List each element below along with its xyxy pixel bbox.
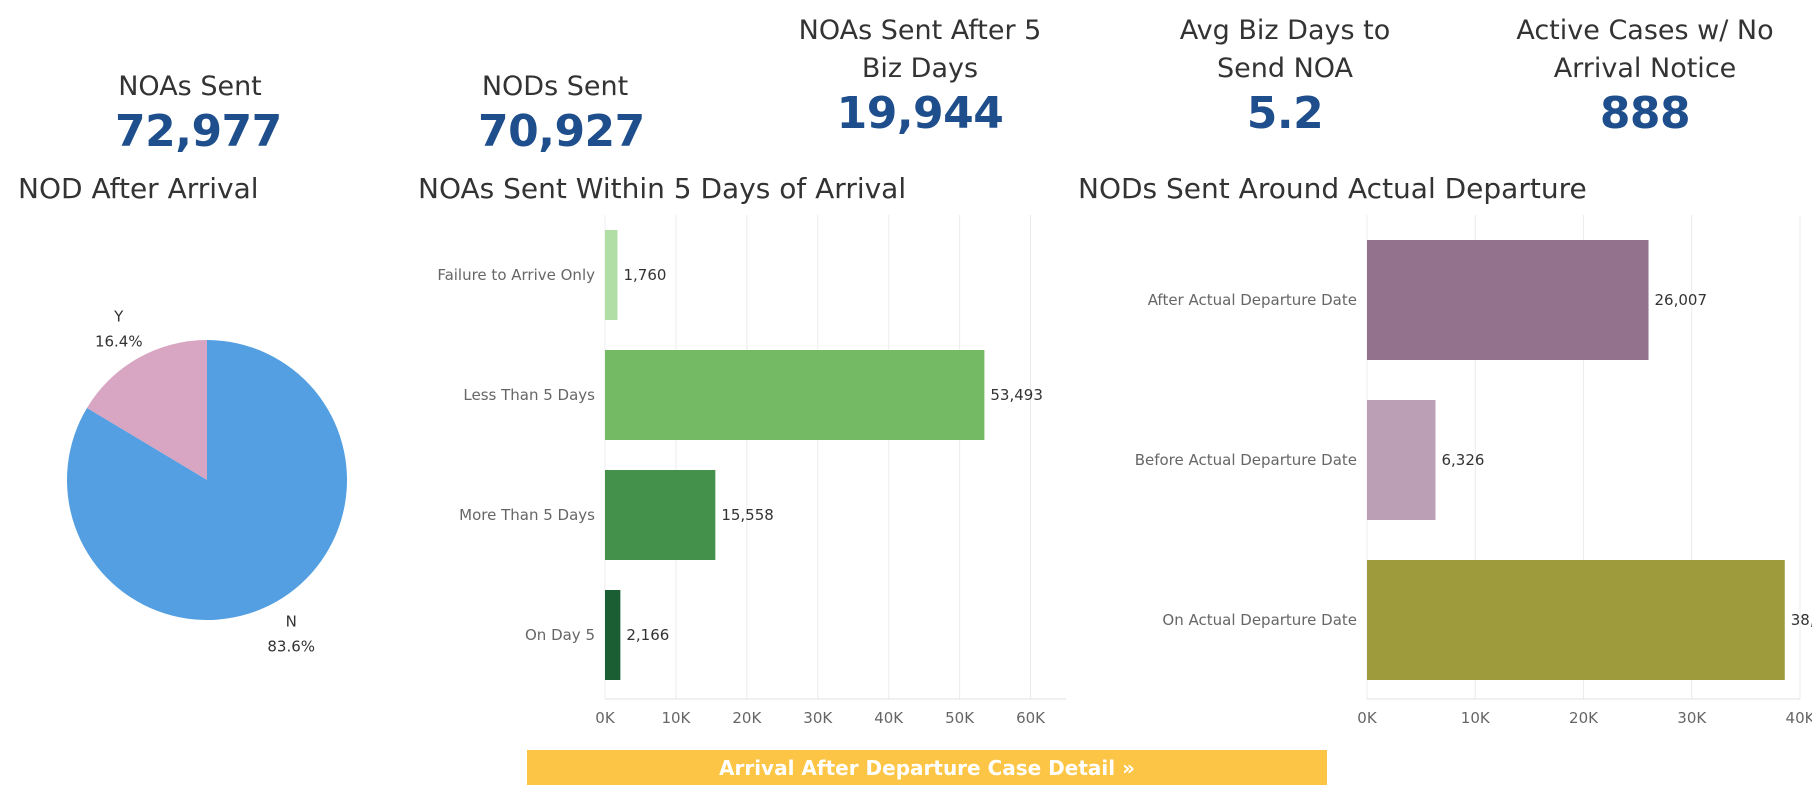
category-label: Before Actual Departure Date xyxy=(1135,451,1357,469)
bar[interactable] xyxy=(1367,400,1436,520)
pie-slice-percent: 16.4% xyxy=(95,333,143,351)
kpi-value: 70,927 xyxy=(478,106,645,157)
nod-after-arrival-pie-chart: Y 16.4% N 83.6% xyxy=(66,308,348,655)
category-label: After Actual Departure Date xyxy=(1148,291,1357,309)
bar-value-label: 15,558 xyxy=(721,506,774,524)
x-tick-label: 40K xyxy=(874,709,904,727)
x-tick-label: 30K xyxy=(803,709,833,727)
bar[interactable] xyxy=(605,230,618,320)
category-label: Less Than 5 Days xyxy=(463,386,595,404)
bar[interactable] xyxy=(1367,240,1649,360)
kpi-noas-sent: NOAs Sent 72,977 xyxy=(65,30,315,158)
category-label: On Day 5 xyxy=(525,626,595,644)
arrival-after-departure-detail-button[interactable]: Arrival After Departure Case Detail » xyxy=(527,750,1327,785)
pie-slice-label: N xyxy=(286,612,297,630)
x-tick-label: 0K xyxy=(1357,709,1378,727)
category-label: More Than 5 Days xyxy=(459,506,595,524)
noa-chart-title: NOAs Sent Within 5 Days of Arrival xyxy=(418,172,907,205)
kpi-label: NOAs Sent xyxy=(118,71,262,102)
bar-value-label: 53,493 xyxy=(990,386,1043,404)
kpi-label: Active Cases w/ No Arrival Notice xyxy=(1516,15,1774,84)
pie-slice-percent: 83.6% xyxy=(267,637,315,655)
nod-bar-chart: 0K 10K 20K 30K 40K After Actual Departure Dat… xyxy=(1135,215,1812,727)
pie-slice-label: Y xyxy=(113,308,124,326)
pie-slice-n[interactable] xyxy=(66,340,348,620)
bar-value-label: 1,760 xyxy=(623,266,666,284)
kpi-value: 5.2 xyxy=(1246,88,1324,139)
bar[interactable] xyxy=(605,470,716,560)
kpi-value: 72,977 xyxy=(115,106,282,157)
kpi-active-no-arrival: Active Cases w/ No Arrival Notice 888 xyxy=(1510,12,1780,140)
kpi-noas-after-5-days: NOAs Sent After 5 Biz Days 19,944 xyxy=(795,12,1045,140)
x-tick-label: 0K xyxy=(595,709,616,727)
kpi-avg-biz-days: Avg Biz Days to Send NOA 5.2 xyxy=(1160,12,1410,140)
nod-chart-title: NODs Sent Around Actual Departure xyxy=(1078,172,1587,205)
bar[interactable] xyxy=(605,590,621,680)
pie-chart-title: NOD After Arrival xyxy=(18,172,259,205)
category-label: Failure to Arrive Only xyxy=(437,266,595,284)
x-tick-label: 10K xyxy=(661,709,691,727)
noa-bar-chart: 0K 10K 20K 30K 40K 50K 60K Failure to Arrive On… xyxy=(437,215,1066,727)
bar-value-label: 2,166 xyxy=(626,626,669,644)
kpi-nods-sent: NODs Sent 70,927 xyxy=(430,30,680,158)
pie-slice-y[interactable] xyxy=(86,340,207,480)
kpi-value: 19,944 xyxy=(836,88,1004,139)
x-tick-label: 10K xyxy=(1461,709,1491,727)
x-tick-label: 50K xyxy=(945,709,975,727)
cta-label: Arrival After Departure Case Detail » xyxy=(719,755,1135,780)
category-label: On Actual Departure Date xyxy=(1162,611,1357,629)
kpi-label: NODs Sent xyxy=(481,71,629,102)
bar[interactable] xyxy=(1367,560,1785,680)
bar-value-label: 6,326 xyxy=(1441,451,1484,469)
bar-value-label: 26,007 xyxy=(1655,291,1708,309)
x-tick-label: 30K xyxy=(1677,709,1707,727)
x-tick-label: 20K xyxy=(1569,709,1599,727)
kpi-label: NOAs Sent After 5 Biz Days xyxy=(798,15,1042,84)
x-tick-label: 40K xyxy=(1786,709,1812,727)
bar[interactable] xyxy=(605,350,985,440)
x-tick-label: 20K xyxy=(732,709,762,727)
kpi-label: Avg Biz Days to Send NOA xyxy=(1179,15,1391,84)
x-tick-label: 60K xyxy=(1016,709,1046,727)
kpi-value: 888 xyxy=(1599,88,1691,139)
bar-value-label: 38,594 xyxy=(1791,611,1812,629)
